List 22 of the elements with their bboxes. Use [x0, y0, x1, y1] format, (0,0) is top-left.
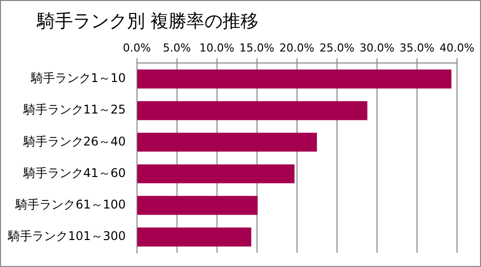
y-tick-label: 騎手ランク61～100	[14, 198, 126, 212]
x-tick-label: 25.0%	[319, 41, 354, 54]
chart-title: 騎手ランク別 複勝率の推移	[37, 10, 259, 33]
y-tick-label: 騎手ランク41～60	[22, 166, 126, 180]
x-tick-label: 40.0%	[440, 41, 474, 54]
x-tick-label: 0.0%	[122, 41, 151, 54]
bar	[137, 228, 252, 246]
x-tick-label: 10.0%	[199, 41, 234, 54]
x-tick-label: 5.0%	[162, 41, 191, 54]
y-tick-label: 騎手ランク26～40	[22, 134, 126, 148]
x-tick-label: 20.0%	[279, 41, 314, 54]
y-tick-label: 騎手ランク101～300	[6, 229, 126, 244]
bar	[137, 101, 368, 120]
bar	[137, 132, 317, 152]
x-tick-label: 30.0%	[359, 41, 394, 54]
x-tick-label: 35.0%	[400, 41, 434, 54]
x-tick-label: 15.0%	[239, 41, 274, 54]
bar	[137, 196, 258, 215]
bar	[137, 70, 452, 88]
y-tick-label: 騎手ランク11～25	[22, 102, 126, 117]
y-tick-label: 騎手ランク1～10	[30, 71, 126, 86]
bar	[137, 164, 295, 184]
